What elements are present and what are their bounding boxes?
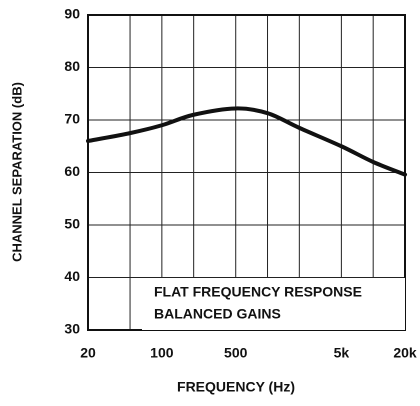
x-tick-label: 100 bbox=[150, 345, 174, 361]
y-tick-label: 50 bbox=[64, 216, 80, 232]
x-tick-label: 20 bbox=[80, 345, 96, 361]
annotation-box bbox=[142, 278, 405, 330]
x-axis-label: FREQUENCY (Hz) bbox=[177, 379, 295, 395]
y-tick-label: 30 bbox=[64, 321, 80, 337]
x-tick-label: 500 bbox=[224, 345, 248, 361]
y-tick-label: 90 bbox=[64, 6, 80, 22]
y-tick-label: 60 bbox=[64, 163, 80, 179]
y-tick-label: 80 bbox=[64, 58, 80, 74]
line bbox=[86, 106, 407, 177]
y-tick-label: 40 bbox=[64, 268, 80, 284]
x-tick-label: 20k bbox=[393, 345, 417, 361]
y-tick-label: 70 bbox=[64, 111, 80, 127]
x-tick-label: 5k bbox=[334, 345, 350, 361]
annotation: FLAT FREQUENCY RESPONSE bbox=[154, 284, 362, 300]
annotation: BALANCED GAINS bbox=[154, 306, 281, 322]
y-axis-label: CHANNEL SEPARATION (dB) bbox=[9, 82, 24, 262]
